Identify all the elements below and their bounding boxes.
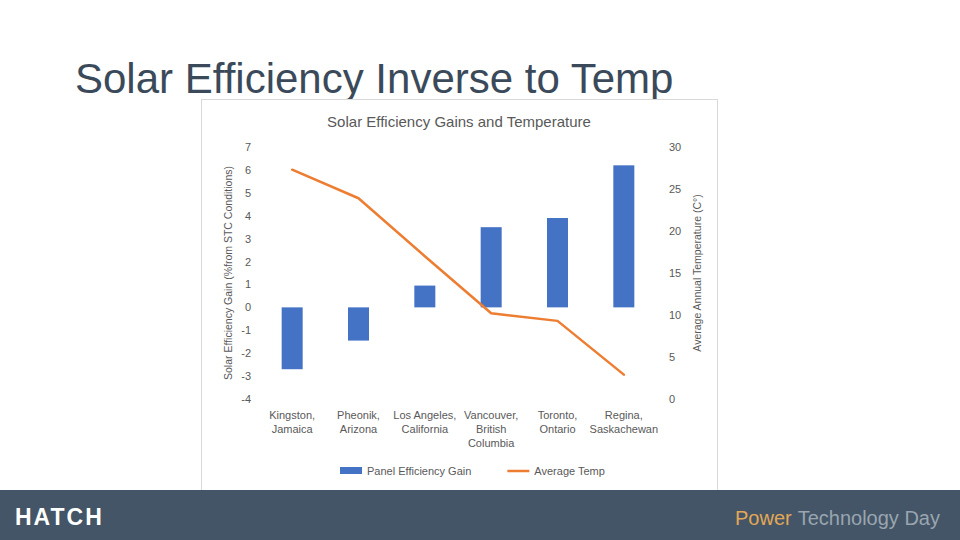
x-tick-label: Regina, Saskachewan xyxy=(590,409,659,435)
logo: HATCH xyxy=(15,504,104,530)
bar xyxy=(414,286,435,308)
y2-axis-title: Average Annual Temperature (C°) xyxy=(691,194,703,351)
legend-swatch xyxy=(340,467,362,474)
x-tick-label-line: Saskachewan xyxy=(590,423,659,435)
x-tick-label: Los Angeles, California xyxy=(393,409,456,435)
y2-tick-label: 5 xyxy=(669,351,675,363)
x-tick-label-line: Kingston, xyxy=(269,409,315,421)
y2-tick-label: 15 xyxy=(669,267,681,279)
bar xyxy=(613,165,634,307)
legend-swatch xyxy=(507,470,529,473)
y-tick-label: 3 xyxy=(245,233,251,245)
chart-area xyxy=(202,100,718,491)
legend-label: Panel Efficiency Gain xyxy=(367,465,471,477)
y-tick-label: 4 xyxy=(245,210,251,222)
y-tick-label: 5 xyxy=(245,187,251,199)
slide: Solar Efficiency Inverse to Temp HATCH Pow… xyxy=(0,0,960,540)
x-tick-label-line: Pheonik, xyxy=(337,409,380,421)
x-tick-label-line: Toronto, xyxy=(538,409,578,421)
legend-label: Average Temp xyxy=(534,465,605,477)
bar xyxy=(481,227,502,307)
x-tick-label: Vancouver, British Columbia xyxy=(464,409,518,449)
y2-tick-label: 10 xyxy=(669,309,681,321)
y-tick-label: -3 xyxy=(241,370,251,382)
y-tick-label: 2 xyxy=(245,256,251,268)
footer-bar xyxy=(0,490,960,540)
y2-tick-label: 25 xyxy=(669,183,681,195)
x-tick-label-line: Regina, xyxy=(605,409,643,421)
x-tick-label-line: British xyxy=(476,423,507,435)
footer-text: Power Technology Day xyxy=(735,507,940,529)
slide-title: Solar Efficiency Inverse to Temp xyxy=(75,55,673,102)
y2-tick-label: 0 xyxy=(669,393,675,405)
x-tick-label-line: Jamaica xyxy=(272,423,314,435)
x-tick-label: Kingston, Jamaica xyxy=(269,409,315,435)
x-tick-label-line: Los Angeles, xyxy=(393,409,456,421)
legend: Panel Efficiency Gain Average Temp xyxy=(340,465,605,477)
x-tick-label-line: Vancouver, xyxy=(464,409,518,421)
bar xyxy=(348,307,369,340)
y-tick-label: -4 xyxy=(241,393,251,405)
x-tick-label-line: California xyxy=(402,423,449,435)
footer-word: Power xyxy=(735,507,792,529)
y-tick-label: -2 xyxy=(241,347,251,359)
line xyxy=(292,170,624,375)
bar xyxy=(547,218,568,307)
y2-tick-label: 20 xyxy=(669,225,681,237)
y-tick-label: 0 xyxy=(245,301,251,313)
x-tick-label-line: Ontario xyxy=(539,423,575,435)
y-tick-label: 6 xyxy=(245,164,251,176)
plot-marks xyxy=(282,165,635,374)
y-tick-label: -1 xyxy=(241,324,251,336)
y-axis-title: Solar Efficiency Gain (%from STC Conditi… xyxy=(222,166,234,380)
x-tick-label: Pheonik, Arizona xyxy=(337,409,380,435)
x-tick-label: Toronto, Ontario xyxy=(538,409,578,435)
x-tick-label-line: Arizona xyxy=(340,423,378,435)
chart-title: Solar Efficiency Gains and Temperature xyxy=(327,113,591,130)
y2-tick-label: 30 xyxy=(669,141,681,153)
y-tick-label: 1 xyxy=(245,278,251,290)
bar xyxy=(282,307,303,369)
y-tick-label: 7 xyxy=(245,141,251,153)
x-tick-label-line: Columbia xyxy=(468,437,515,449)
footer-word: Technology Day xyxy=(798,507,940,529)
